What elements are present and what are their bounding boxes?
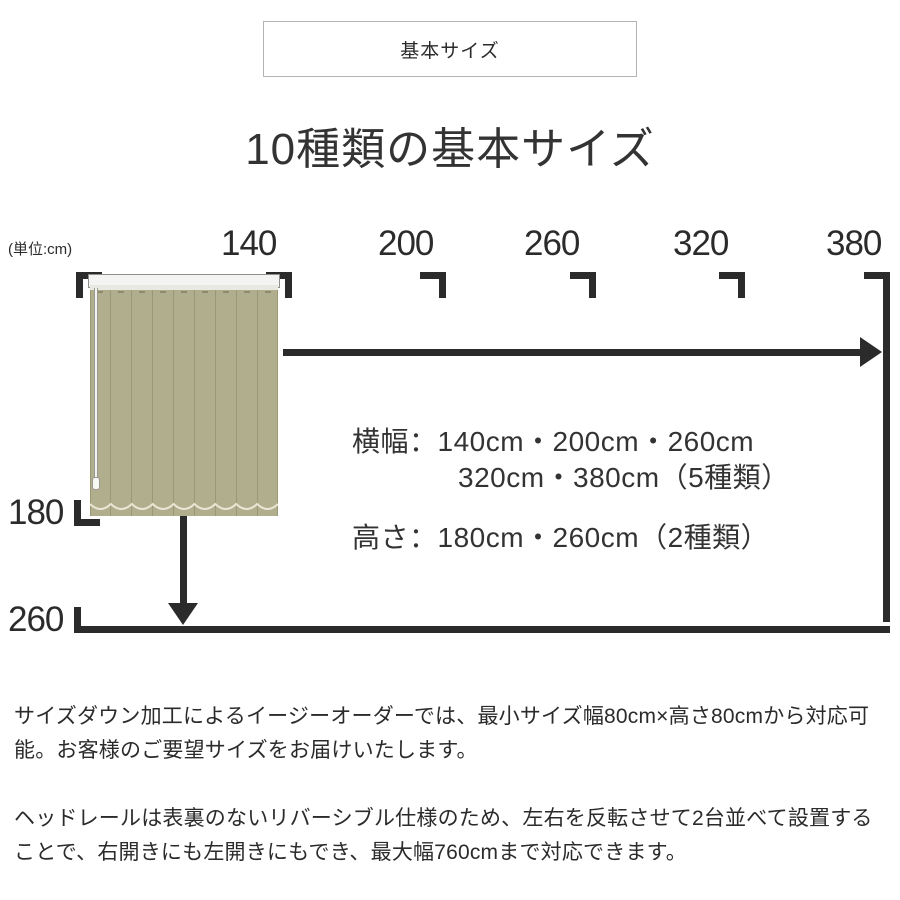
width-tick-label-140: 140 (221, 224, 277, 263)
unit-note: (単位:cm) (8, 241, 73, 258)
height-tick-label-180: 180 (8, 493, 64, 532)
spec-height-line: 高さ：180cm・260cm（2種類） (352, 521, 770, 553)
footer-paragraph-1: サイズダウン加工によるイージーオーダーでは、最小サイズ幅80cm×高さ80cmか… (14, 705, 870, 763)
footer-paragraph-2: ヘッドレールは表裏のないリバーシブル仕様のため、左右を反転させて2台並べて設置す… (14, 807, 873, 865)
bracket-bar-vertical (74, 500, 81, 526)
page-title: 10種類の基本サイズ (245, 125, 655, 174)
section-badge: 基本サイズ (263, 21, 637, 77)
blind-slat (174, 290, 195, 516)
frame-right-rule (883, 290, 890, 622)
frame-bottom-rule (74, 626, 890, 633)
height-arrow-shaft (180, 515, 187, 607)
blind-slat (153, 290, 174, 516)
bracket-height-180 (74, 500, 104, 526)
blind-slat (237, 290, 258, 516)
bracket-bar-vertical (439, 272, 446, 298)
bracket-width-200 (420, 272, 446, 298)
size-diagram: (単位:cm) 140 200 260 320 380 (8, 224, 890, 639)
bracket-bar-vertical (589, 272, 596, 298)
bracket-bar-vertical (883, 272, 890, 298)
vertical-blind-illustration (88, 274, 280, 522)
spec-spacer (352, 496, 852, 520)
bracket-width-380 (864, 272, 890, 298)
height-arrow-head (168, 603, 198, 625)
blind-control-wand (94, 288, 98, 481)
section-badge-label: 基本サイズ (400, 40, 500, 62)
blind-slat (111, 290, 132, 516)
bracket-bar-horizontal (74, 519, 100, 526)
blind-wand-grip (92, 477, 100, 490)
bracket-bar-horizontal (420, 272, 446, 279)
blind-slats (90, 290, 278, 516)
spec-block: 横幅：140cm・200cm・260cm 320cm・380cm（5種類） 高さ… (352, 424, 852, 555)
bracket-bar-vertical (74, 607, 81, 633)
bracket-bar-vertical (285, 272, 292, 298)
bracket-bar-horizontal (570, 272, 596, 279)
bracket-width-260 (570, 272, 596, 298)
width-tick-label-380: 380 (826, 224, 882, 263)
blind-slat (132, 290, 153, 516)
height-tick-label-260: 260 (8, 600, 64, 639)
blind-slat (258, 290, 278, 516)
bracket-width-320 (719, 272, 745, 298)
footer-notes: サイズダウン加工によるイージーオーダーでは、最小サイズ幅80cm×高さ80cmか… (14, 700, 886, 870)
blind-slat (216, 290, 237, 516)
width-tick-label-320: 320 (673, 224, 729, 263)
bracket-bar-horizontal (719, 272, 745, 279)
bracket-bar-vertical (738, 272, 745, 298)
spec-width-line-2: 320cm・380cm（5種類） (458, 461, 790, 493)
width-arrow-shaft (283, 349, 863, 356)
spec-width-line-1: 横幅：140cm・200cm・260cm (352, 426, 755, 457)
width-tick-label-260: 260 (524, 224, 580, 263)
width-tick-label-200: 200 (378, 224, 434, 263)
blind-slat (195, 290, 216, 516)
width-arrow-head (860, 337, 882, 367)
bracket-bar-vertical (76, 272, 83, 298)
bracket-bar-horizontal (864, 272, 890, 279)
